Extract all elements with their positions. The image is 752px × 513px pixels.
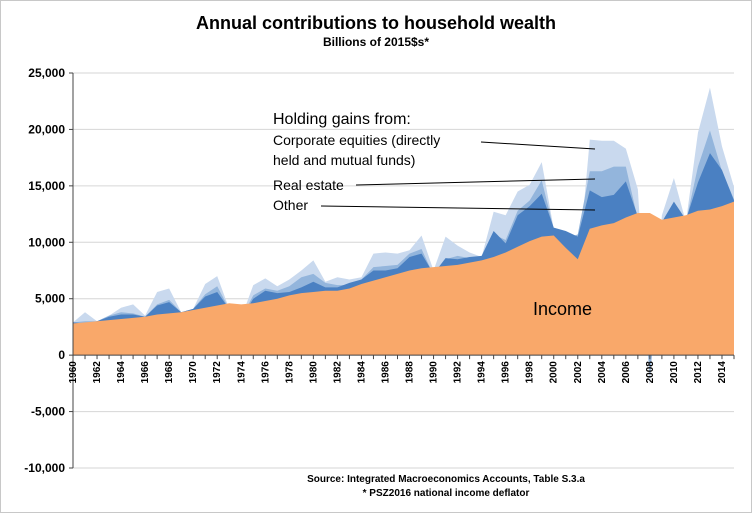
annotation-equities-line1: Corporate equities (directly bbox=[273, 132, 440, 148]
y-tick-label: 5,000 bbox=[35, 292, 65, 306]
x-tick-label: 1990 bbox=[429, 361, 440, 384]
x-tick-label: 2008 bbox=[645, 361, 656, 384]
y-tick-label: 20,000 bbox=[28, 122, 65, 136]
x-tick-label: 1968 bbox=[164, 361, 175, 384]
x-tick-label: 1962 bbox=[92, 361, 103, 384]
x-tick-label: 1998 bbox=[525, 361, 536, 384]
leader-line-other bbox=[320, 205, 596, 211]
annotation-real-estate: Real estate bbox=[273, 177, 344, 193]
series-areas bbox=[73, 87, 734, 386]
x-tick-label: 2014 bbox=[717, 361, 728, 384]
y-tick-label: -5,000 bbox=[31, 405, 65, 419]
x-tick-label: 1970 bbox=[188, 361, 199, 384]
x-tick-label: 1960 bbox=[68, 361, 79, 384]
y-tick-label: -10,000 bbox=[24, 461, 65, 475]
x-tick-label: 2000 bbox=[549, 361, 560, 384]
y-tick-labels: -10,000 -5,000 0 5,000 10,000 15,000 20,000 25,… bbox=[24, 66, 65, 475]
series-area-income bbox=[73, 201, 734, 356]
leader-line-equities bbox=[480, 141, 596, 150]
x-tick-label: 2006 bbox=[621, 361, 632, 384]
x-tick-label: 2012 bbox=[693, 361, 704, 384]
chart-title: Annual contributions to household wealth bbox=[196, 13, 556, 33]
axes bbox=[69, 72, 735, 469]
y-tick-label: 0 bbox=[58, 348, 65, 362]
x-tick-label: 1996 bbox=[501, 361, 512, 384]
source-line-1: Source: Integrated Macroeconomics Accoun… bbox=[307, 474, 585, 485]
chart-subtitle: Billions of 2015$s* bbox=[323, 35, 429, 49]
x-tick-label: 1992 bbox=[453, 361, 464, 384]
y-tick-label: 15,000 bbox=[28, 179, 65, 193]
x-tick-label: 1982 bbox=[332, 361, 343, 384]
x-tick-label: 2010 bbox=[669, 361, 680, 384]
x-tick-label: 1972 bbox=[212, 361, 223, 384]
x-tick-label: 2002 bbox=[573, 361, 584, 384]
x-tick-label: 2004 bbox=[597, 361, 608, 384]
x-tick-label: 1984 bbox=[356, 361, 367, 384]
x-tick-label: 1988 bbox=[405, 361, 416, 384]
income-label: Income bbox=[533, 299, 592, 319]
annotation-heading: Holding gains from: bbox=[273, 111, 411, 128]
annotation-equities-line2: held and mutual funds) bbox=[273, 152, 415, 168]
x-tick-label: 1966 bbox=[140, 361, 151, 384]
x-tick-label: 1978 bbox=[284, 361, 295, 384]
x-tick-label: 1986 bbox=[380, 361, 391, 384]
x-tick-label: 1980 bbox=[308, 361, 319, 384]
x-tick-labels: 1960 1962 1964 1966 1968 1970 1972 1974 1976 1978… bbox=[68, 361, 728, 384]
source-line-2: * PSZ2016 national income deflator bbox=[363, 488, 530, 499]
y-tick-label: 25,000 bbox=[28, 66, 65, 80]
annotation-other: Other bbox=[273, 197, 308, 213]
y-tick-label: 10,000 bbox=[28, 235, 65, 249]
x-tick-label: 1994 bbox=[477, 361, 488, 384]
x-tick-label: 1976 bbox=[260, 361, 271, 384]
x-tick-label: 1964 bbox=[116, 361, 127, 384]
x-tick-label: 1974 bbox=[236, 361, 247, 384]
leader-line-real-estate bbox=[355, 178, 596, 186]
